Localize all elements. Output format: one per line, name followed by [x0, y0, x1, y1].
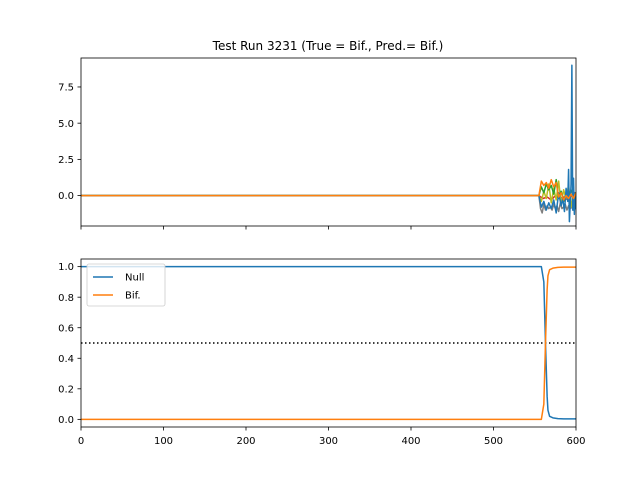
x-tick-label: 200 — [236, 436, 255, 447]
bottom-plot-series — [81, 265, 576, 421]
y-tick-label: 2.5 — [58, 155, 74, 166]
legend-label: Null — [125, 273, 144, 284]
y-tick-label: 0.6 — [58, 323, 74, 334]
top-plot-series — [81, 64, 576, 223]
chart-title: Test Run 3231 (True = Bif., Pred.= Bif.) — [212, 39, 444, 53]
y-tick-label: 0.4 — [58, 354, 74, 365]
x-tick-label: 600 — [566, 436, 585, 447]
y-tick-label: 0.2 — [58, 384, 74, 395]
top-plot: Test Run 3231 (True = Bif., Pred.= Bif.)… — [58, 39, 577, 230]
y-tick-label: 0.0 — [58, 415, 74, 426]
bottom-plot-frame — [80, 258, 577, 428]
top-plot-frame — [80, 57, 577, 227]
y-tick-label: 7.5 — [58, 83, 74, 94]
x-tick-label: 400 — [401, 436, 420, 447]
bottom-series-line-1 — [81, 266, 576, 421]
top-series-line-5 — [81, 178, 576, 201]
legend: Null Bif. — [86, 263, 166, 307]
top-series-line-4 — [81, 64, 576, 223]
y-tick-label: 1.0 — [58, 262, 74, 273]
legend-label: Bif. — [125, 291, 141, 302]
x-tick-label: 0 — [78, 436, 84, 447]
bottom-plot-ticks: 0 100 200 300 400 500 600 0.0 0.2 0.4 0.6 0.8 1.0 — [58, 262, 585, 447]
bottom-series-line-0 — [81, 265, 576, 420]
x-tick-label: 100 — [154, 436, 173, 447]
y-tick-label: 0.0 — [58, 191, 74, 202]
bottom-plot: 0 100 200 300 400 500 600 0.0 0.2 0.4 0.6 0.8 1.0 Nu… — [58, 258, 586, 447]
top-plot-ticks: 0.0 2.5 5.0 7.5 — [58, 83, 577, 230]
x-tick-label: 500 — [484, 436, 503, 447]
y-tick-label: 0.8 — [58, 293, 74, 304]
y-tick-label: 5.0 — [58, 119, 74, 130]
x-tick-label: 300 — [319, 436, 338, 447]
